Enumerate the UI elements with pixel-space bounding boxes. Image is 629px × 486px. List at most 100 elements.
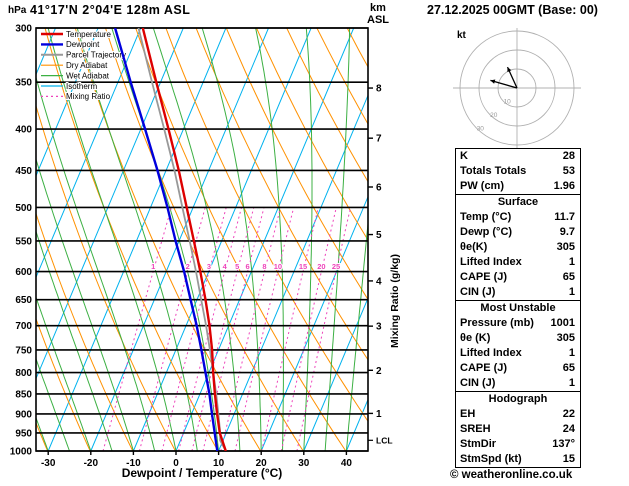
- stats-row: EH 22: [456, 407, 580, 422]
- stat-value: 53: [562, 165, 575, 177]
- pressure-tick-label: 550: [15, 236, 32, 247]
- x-axis-title: Dewpoint / Temperature (°C): [121, 466, 283, 480]
- isotherm-line: [90, 28, 269, 451]
- hodograph-vector-arrowhead: [507, 67, 512, 73]
- stat-value: 65: [562, 362, 575, 374]
- stats-box: K 28 Totals Totals 53 PW (cm) 1.96: [455, 148, 581, 195]
- hodograph-ring: [459, 30, 575, 146]
- stats-row: StmDir 137°: [456, 437, 580, 452]
- stat-label: Lifted Index: [460, 256, 522, 268]
- stats-row: Pressure (mb) 1001: [456, 316, 580, 331]
- stats-row: θe (K) 305: [456, 331, 580, 346]
- legend-item-label: Wet Adiabat: [66, 71, 110, 80]
- isotherm-line: [303, 296, 368, 451]
- stat-label: StmDir: [460, 438, 497, 450]
- mixing-ratio-line: [191, 207, 255, 451]
- dewpoint-line: [113, 28, 219, 451]
- stats-row: Lifted Index 1: [456, 346, 580, 361]
- pressure-tick-label: 500: [15, 203, 32, 214]
- temperature-tick-label: 40: [341, 458, 353, 469]
- stats-row: CAPE (J) 65: [456, 361, 580, 376]
- temperature-tick-label: -20: [84, 458, 99, 469]
- mixing-ratio-line: [261, 207, 319, 451]
- wet-adiabat-line: [0, 28, 6, 451]
- stat-value: 65: [562, 271, 575, 283]
- temperature-tick-label: 10: [213, 458, 225, 469]
- dry-adiabat-line: [408, 28, 420, 451]
- stats-row: PW (cm) 1.96: [456, 179, 580, 194]
- stat-label: Pressure (mb): [460, 317, 534, 329]
- pressure-tick-label: 600: [15, 267, 32, 278]
- hodograph: kt 10 20 30: [453, 28, 581, 148]
- mixing-ratio-value-label: 25: [332, 262, 340, 271]
- temperature-tick-label: -10: [126, 458, 141, 469]
- stat-value: 15: [562, 453, 575, 465]
- temperature-line: [141, 28, 227, 451]
- legend-item-label: Dry Adiabat: [66, 61, 108, 70]
- pressure-tick-label: 1000: [10, 447, 33, 458]
- altitude-tick-label: 4: [376, 276, 382, 287]
- legend-item-label: Isotherm: [66, 82, 97, 91]
- stats-row: Temp (°C) 11.7: [456, 210, 580, 225]
- stat-value: 305: [556, 241, 575, 253]
- stat-label: Lifted Index: [460, 347, 522, 359]
- stats-row: CIN (J) 1: [456, 376, 580, 391]
- mixing-ratio-value-label: 6: [246, 262, 250, 271]
- dry-adiabat-line: [195, 28, 368, 361]
- hodograph-wind-vector: [490, 79, 518, 89]
- stat-value: 1: [568, 256, 575, 268]
- mixing-ratio-value-label: 15: [299, 262, 307, 271]
- temperature-tick-label: 0: [173, 458, 179, 469]
- dry-adiabat-line: [105, 28, 304, 451]
- pressure-tick-label: 750: [15, 345, 32, 356]
- legend-item-label: Parcel Trajectory: [66, 51, 126, 60]
- hodograph-ring-label: 30: [477, 125, 485, 132]
- stats-panel: K 28 Totals Totals 53 PW (cm) 1.96 Surface Temp…: [455, 148, 581, 468]
- skewt-background: 1 2 3 4 5 6 8 10 15 20 25: [0, 28, 420, 451]
- stat-label: StmSpd (kt): [460, 453, 522, 465]
- pressure-tick-label: 400: [15, 125, 32, 136]
- stat-label: Temp (°C): [460, 211, 512, 223]
- altitude-tick-label: 3: [376, 322, 382, 333]
- pressure-tick-label: 650: [15, 295, 32, 306]
- mixing-ratio-line: [234, 207, 295, 451]
- mixing-ratio-line: [220, 207, 281, 451]
- stat-label: K: [460, 150, 468, 162]
- mixing-ratio-line: [178, 207, 242, 451]
- stat-label: SREH: [460, 423, 491, 435]
- copyright-footer: © weatheronline.co.uk: [450, 469, 573, 481]
- mixing-ratio-line: [202, 207, 265, 451]
- isotherm-line: [36, 28, 142, 279]
- isotherm-line: [47, 28, 227, 451]
- isotherm-line: [0, 28, 13, 451]
- pressure-tick-label: 700: [15, 321, 32, 332]
- page-title: 41°17'N 2°04'E 128m ASL: [30, 3, 191, 17]
- stat-label: EH: [460, 408, 476, 420]
- hodograph-ring: [497, 68, 537, 108]
- legend-item-label: Temperature: [66, 30, 111, 39]
- run-datetime: 27.12.2025 00GMT (Base: 00): [427, 3, 598, 17]
- dry-adiabat-line: [286, 28, 368, 183]
- stats-section-title: Surface: [497, 196, 539, 208]
- altitude-tick-label: 2: [376, 366, 382, 377]
- altitude-tick-label: 7: [376, 134, 382, 145]
- isotherm-line: [36, 28, 184, 380]
- mixing-ratio-line: [296, 207, 352, 451]
- mixing-ratio-axis-title: Mixing Ratio (g/kg): [389, 254, 401, 348]
- stat-value: 22: [562, 408, 575, 420]
- altitude-tick-label: 5: [376, 230, 382, 241]
- mixing-ratio-value-label: 20: [317, 262, 325, 271]
- stats-row: SREH 24: [456, 422, 580, 437]
- stat-value: 28: [562, 150, 575, 162]
- isotherm-line: [132, 28, 312, 451]
- stat-value: 1: [568, 347, 575, 359]
- stats-row: Lifted Index 1: [456, 255, 580, 270]
- stats-row: StmSpd (kt) 15: [456, 452, 580, 467]
- stats-row: CIN (J) 1: [456, 285, 580, 300]
- stats-section-title: Hodograph: [488, 393, 548, 405]
- mixing-ratio-value-label: 2: [186, 262, 190, 271]
- hodograph-ring-label: 20: [490, 112, 498, 119]
- isotherm-line: [345, 398, 368, 451]
- stats-row: Totals Totals 53: [456, 164, 580, 179]
- altitude-tick-label: 1: [376, 409, 382, 420]
